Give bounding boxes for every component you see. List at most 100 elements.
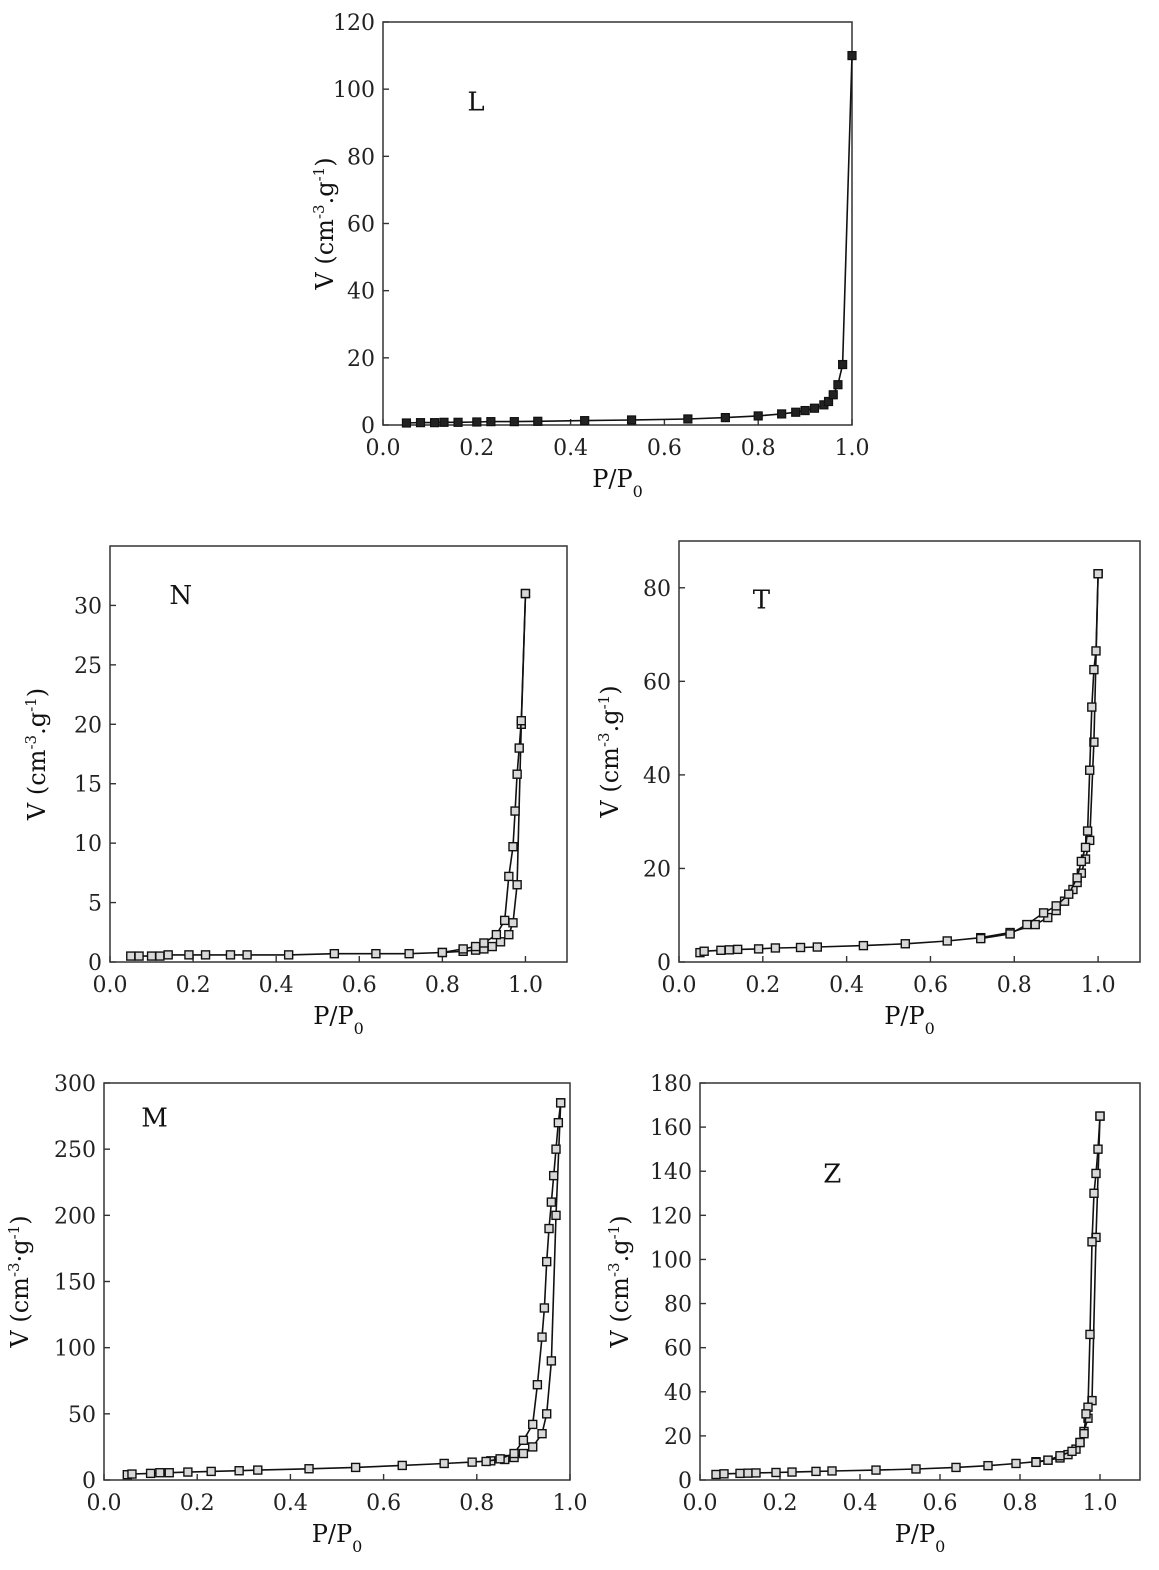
data-point bbox=[1093, 1144, 1103, 1154]
data-point bbox=[809, 403, 820, 413]
x-tick-label: 1.0 bbox=[508, 973, 543, 998]
y-tick-label: 10 bbox=[74, 832, 102, 857]
data-point bbox=[458, 944, 468, 954]
y-tick-label: 150 bbox=[54, 1271, 96, 1296]
x-tick-label: 0.6 bbox=[366, 1491, 401, 1516]
data-point bbox=[787, 1467, 797, 1477]
data-point bbox=[499, 915, 510, 926]
y-axis-label: V (cm-3.g-1) bbox=[595, 685, 624, 818]
data-point bbox=[510, 806, 520, 816]
y-axis-label: V (cm-3.g-1) bbox=[605, 1215, 634, 1348]
data-point bbox=[516, 716, 526, 726]
data-point bbox=[146, 951, 157, 961]
y-tick-label: 120 bbox=[333, 11, 375, 36]
data-point bbox=[812, 942, 822, 952]
data-point bbox=[518, 1448, 529, 1459]
y-tick-label: 60 bbox=[664, 1337, 692, 1362]
y-tick-label: 100 bbox=[650, 1248, 692, 1273]
x-axis-label: P/P0 bbox=[312, 1520, 363, 1556]
data-point bbox=[791, 407, 801, 417]
data-point bbox=[508, 842, 518, 852]
x-tick-label: 0.0 bbox=[366, 436, 401, 461]
data-point bbox=[735, 1468, 745, 1479]
panel-N: 0.0 0.2 0.4 0.6 0.8 1.0 0 5 10 15 20 25 30 P/P0 V (cm-… bbox=[22, 545, 568, 1038]
data-point bbox=[544, 1223, 554, 1234]
y-tick-label: 50 bbox=[68, 1403, 96, 1428]
y-tick-label: 0 bbox=[361, 414, 375, 439]
data-point bbox=[470, 941, 481, 952]
data-point bbox=[415, 418, 426, 428]
x-tick-label: 0.8 bbox=[997, 973, 1032, 998]
y-tick-label: 100 bbox=[333, 78, 375, 103]
y-tick-label: 140 bbox=[650, 1160, 692, 1185]
y-axis-label: V (cm-3.g-1) bbox=[22, 688, 51, 821]
data-point bbox=[512, 769, 522, 779]
y-tick-label: 40 bbox=[347, 280, 375, 305]
data-point bbox=[753, 411, 763, 421]
x-axis-label: P/P0 bbox=[895, 1520, 946, 1556]
data-point bbox=[1091, 1168, 1101, 1179]
data-point bbox=[234, 1466, 244, 1476]
y-tick-label: 300 bbox=[54, 1072, 96, 1097]
x-tick-label: 0.2 bbox=[745, 973, 780, 998]
x-tick-label: 0.4 bbox=[829, 973, 864, 998]
x-tick-label: 0.8 bbox=[425, 973, 460, 998]
data-point bbox=[777, 409, 787, 419]
y-tick-label: 250 bbox=[54, 1138, 96, 1163]
y-tick-label: 0 bbox=[82, 1469, 96, 1494]
panel-letter: M bbox=[141, 1104, 168, 1134]
panel-T: 0.0 0.2 0.4 0.6 0.8 1.0 0 20 40 60 80 P/P0 V (cm-3.g… bbox=[595, 540, 1141, 1038]
data-point bbox=[509, 417, 519, 427]
x-tick-label: 0.4 bbox=[259, 973, 294, 998]
x-tick-label: 0.6 bbox=[923, 1491, 958, 1516]
data-point bbox=[743, 1468, 753, 1478]
panel-M: 0.0 0.2 0.4 0.6 0.8 1.0 0 50 100 150 200 250 300 P/P0… bbox=[5, 1072, 588, 1556]
data-point bbox=[1093, 569, 1103, 579]
data-point bbox=[1091, 646, 1101, 656]
data-point bbox=[548, 1170, 559, 1181]
data-point bbox=[532, 1380, 543, 1390]
plot-frame bbox=[699, 1082, 1141, 1481]
data-point bbox=[838, 359, 848, 370]
data-point bbox=[951, 1462, 961, 1473]
data-point bbox=[1085, 765, 1095, 775]
data-point bbox=[242, 950, 252, 960]
data-point bbox=[1072, 873, 1082, 883]
data-point bbox=[439, 417, 449, 427]
data-point bbox=[491, 929, 502, 940]
data-point bbox=[976, 933, 986, 944]
x-tick-label: 0.6 bbox=[647, 436, 682, 461]
data-point bbox=[800, 405, 810, 416]
panel-letter: Z bbox=[823, 1159, 841, 1189]
x-axis-label: P/P0 bbox=[313, 1002, 364, 1038]
series-line bbox=[699, 573, 1099, 954]
data-point bbox=[699, 946, 709, 956]
data-point bbox=[555, 1098, 566, 1108]
data-point bbox=[1067, 1446, 1077, 1457]
series-line bbox=[485, 1102, 562, 1463]
data-point bbox=[542, 1256, 552, 1267]
series-line bbox=[127, 1102, 562, 1476]
data-point bbox=[518, 1435, 529, 1446]
data-point bbox=[487, 941, 497, 952]
y-tick-label: 5 bbox=[88, 892, 102, 917]
y-tick-label: 80 bbox=[643, 577, 671, 602]
data-point bbox=[329, 948, 340, 959]
data-point bbox=[200, 950, 211, 960]
panel-letter: T bbox=[753, 585, 771, 615]
data-point bbox=[983, 1460, 993, 1471]
data-point bbox=[751, 1468, 761, 1478]
data-point bbox=[1043, 1455, 1053, 1465]
data-point bbox=[1011, 1458, 1021, 1469]
x-tick-label: 0.8 bbox=[741, 436, 776, 461]
data-point bbox=[828, 390, 838, 400]
y-axis-label: V (cm-3.g-1) bbox=[310, 157, 339, 290]
plot-frame bbox=[382, 21, 853, 426]
series-line bbox=[130, 593, 527, 957]
data-point bbox=[911, 1464, 921, 1474]
data-point bbox=[1038, 908, 1049, 918]
data-point bbox=[811, 1466, 821, 1477]
x-tick-label: 1.0 bbox=[1081, 973, 1116, 998]
y-tick-label: 20 bbox=[664, 1425, 692, 1450]
y-tick-label: 40 bbox=[664, 1381, 692, 1406]
